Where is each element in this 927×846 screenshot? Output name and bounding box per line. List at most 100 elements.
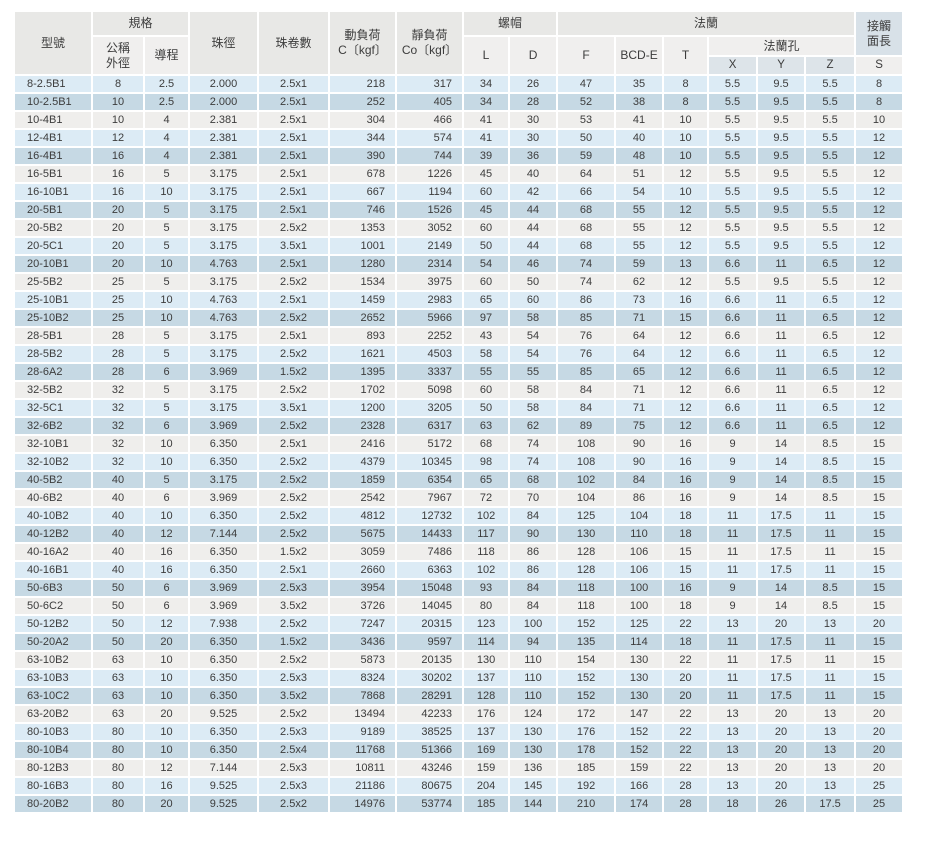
value-cell: 25 (854, 776, 905, 796)
value-cell: 3.175 (188, 164, 260, 184)
value-cell: 32 (91, 398, 145, 418)
value-cell: 118 (556, 578, 617, 598)
value-cell: 13 (804, 614, 857, 634)
value-cell: 20 (662, 668, 710, 688)
value-cell: 7486 (395, 542, 465, 562)
value-cell: 64 (614, 344, 665, 364)
value-cell: 9.5 (756, 92, 807, 112)
value-cell: 55 (614, 200, 665, 220)
value-cell: 13 (804, 758, 857, 778)
value-cell: 6.6 (707, 326, 759, 346)
value-cell: 123 (462, 614, 511, 634)
value-cell: 11 (707, 668, 759, 688)
value-cell: 2652 (328, 308, 398, 328)
value-cell: 1526 (395, 200, 465, 220)
value-cell: 40 (614, 128, 665, 148)
value-cell: 16 (91, 182, 145, 202)
value-cell: 2.5x1 (257, 560, 331, 580)
value-cell: 36 (508, 146, 559, 166)
value-cell: 2.5x2 (257, 470, 331, 490)
value-cell: 12 (854, 362, 905, 382)
value-cell: 4379 (328, 452, 398, 472)
model-cell: 63-10C2 (13, 686, 93, 706)
value-cell: 3.175 (188, 344, 260, 364)
value-cell: 12 (142, 614, 191, 634)
value-cell: 11 (756, 398, 807, 418)
value-cell: 18 (707, 794, 759, 814)
value-cell: 25 (91, 290, 145, 310)
value-cell: 50 (462, 236, 511, 256)
value-cell: 5 (142, 344, 191, 364)
value-cell: 20315 (395, 614, 465, 634)
value-cell: 51366 (395, 740, 465, 760)
table-row: 63-10B3 63 10 6.350 2.5x3 8324 30202 137 110 152 1… (13, 668, 905, 688)
value-cell: 3052 (395, 218, 465, 238)
table-row: 25-10B1 25 10 4.763 2.5x1 1459 2983 65 60 86 73 16 6… (13, 290, 905, 310)
table-row: 20-10B1 20 10 4.763 2.5x1 1280 2314 54 46 74 59 13 6… (13, 254, 905, 274)
value-cell: 2.381 (188, 110, 260, 130)
value-cell: 60 (462, 272, 511, 292)
value-cell: 4.763 (188, 290, 260, 310)
value-cell: 20 (756, 776, 807, 796)
value-cell: 14 (756, 596, 807, 616)
value-cell: 2.5x3 (257, 758, 331, 778)
value-cell: 2.5x4 (257, 740, 331, 760)
value-cell: 2660 (328, 560, 398, 580)
value-cell: 5 (142, 326, 191, 346)
value-cell: 85 (556, 362, 617, 382)
table-row: 40-12B2 40 12 7.144 2.5x2 5675 14433 117 90 130 11… (13, 524, 905, 544)
value-cell: 5.5 (707, 164, 759, 184)
value-cell: 466 (395, 110, 465, 130)
value-cell: 11 (804, 542, 857, 562)
value-cell: 10 (91, 92, 145, 112)
value-cell: 10 (142, 686, 191, 706)
value-cell: 2.5x2 (257, 794, 331, 814)
value-cell: 14 (756, 434, 807, 454)
value-cell: 58 (508, 380, 559, 400)
table-row: 40-16A2 40 16 6.350 1.5x2 3059 7486 118 86 128 106… (13, 542, 905, 562)
value-cell: 5675 (328, 524, 398, 544)
value-cell: 28 (91, 344, 145, 364)
value-cell: 12 (854, 182, 905, 202)
value-cell: 28 (662, 776, 710, 796)
value-cell: 3.5x1 (257, 236, 331, 256)
value-cell: 44 (508, 236, 559, 256)
value-cell: 41 (462, 110, 511, 130)
value-cell: 2.5x1 (257, 92, 331, 112)
value-cell: 218 (328, 74, 398, 94)
value-cell: 6.350 (188, 722, 260, 742)
value-cell: 93 (462, 578, 511, 598)
value-cell: 10 (662, 128, 710, 148)
value-cell: 6.6 (707, 380, 759, 400)
value-cell: 5.5 (707, 218, 759, 238)
value-cell: 30202 (395, 668, 465, 688)
model-cell: 80-10B3 (13, 722, 93, 742)
value-cell: 21186 (328, 776, 398, 796)
value-cell: 35 (614, 74, 665, 94)
value-cell: 58 (508, 308, 559, 328)
value-cell: 3.175 (188, 182, 260, 202)
value-cell: 130 (614, 686, 665, 706)
value-cell: 12 (662, 362, 710, 382)
value-cell: 3.5x1 (257, 398, 331, 418)
value-cell: 8 (854, 74, 905, 94)
col-header-ball-diameter: 珠徑 (188, 10, 260, 76)
model-cell: 40-10B2 (13, 506, 93, 526)
value-cell: 7967 (395, 488, 465, 508)
value-cell: 6.5 (804, 326, 857, 346)
value-cell: 154 (556, 650, 617, 670)
value-cell: 102 (462, 506, 511, 526)
value-cell: 50 (91, 578, 145, 598)
value-cell: 128 (462, 686, 511, 706)
value-cell: 9.525 (188, 794, 260, 814)
value-cell: 44 (508, 218, 559, 238)
value-cell: 2.5x2 (257, 380, 331, 400)
value-cell: 5.5 (804, 182, 857, 202)
value-cell: 11 (804, 506, 857, 526)
value-cell: 2.5x1 (257, 164, 331, 184)
value-cell: 12 (662, 416, 710, 436)
value-cell: 70 (508, 488, 559, 508)
value-cell: 678 (328, 164, 398, 184)
value-cell: 28 (91, 326, 145, 346)
value-cell: 1200 (328, 398, 398, 418)
